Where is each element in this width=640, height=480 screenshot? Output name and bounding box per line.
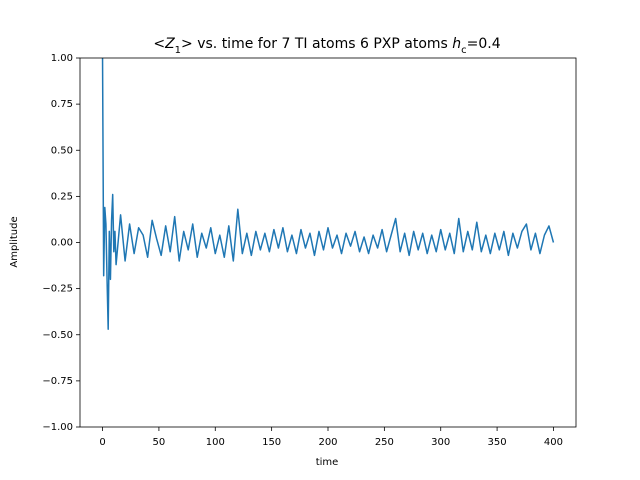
title-part: 1	[175, 45, 181, 56]
title-part: =0.4	[467, 36, 501, 52]
title-part: <	[153, 36, 165, 52]
chart-title: <Z1> vs. time for 7 TI atoms 6 PXP atoms…	[153, 36, 500, 56]
x-tick-label: 150	[262, 437, 281, 448]
y-tick-label: 0.00	[51, 238, 73, 249]
y-tick-label: 0.75	[51, 99, 73, 110]
x-tick-label: 300	[431, 437, 450, 448]
title-part: > vs. time for 7 TI atoms 6 PXP atoms	[181, 36, 452, 52]
x-tick-label: 100	[206, 437, 225, 448]
x-tick-label: 350	[488, 437, 507, 448]
title-part: h	[452, 36, 461, 52]
data-line	[101, 58, 555, 330]
y-tick-label: 1.00	[51, 53, 73, 64]
x-tick-label: 50	[153, 437, 166, 448]
y-tick-label: −1.00	[42, 422, 73, 433]
x-tick-label: 250	[375, 437, 394, 448]
y-tick-label: −0.25	[42, 284, 73, 295]
y-axis-label: Amplitude	[9, 216, 20, 267]
plot-frame	[79, 57, 577, 428]
x-tick-label: 400	[544, 437, 563, 448]
y-tick-label: −0.75	[42, 376, 73, 387]
title-part: c	[461, 45, 467, 56]
x-tick-label: 200	[318, 437, 337, 448]
title-part: Z	[164, 36, 175, 52]
x-axis-label: time	[316, 457, 339, 468]
y-tick-label: 0.50	[51, 145, 73, 156]
y-tick-label: −0.50	[42, 330, 73, 341]
x-tick-label: 0	[99, 437, 105, 448]
y-tick-label: 0.25	[51, 191, 73, 202]
